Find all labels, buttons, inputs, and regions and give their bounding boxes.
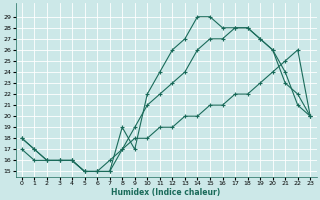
- X-axis label: Humidex (Indice chaleur): Humidex (Indice chaleur): [111, 188, 221, 197]
